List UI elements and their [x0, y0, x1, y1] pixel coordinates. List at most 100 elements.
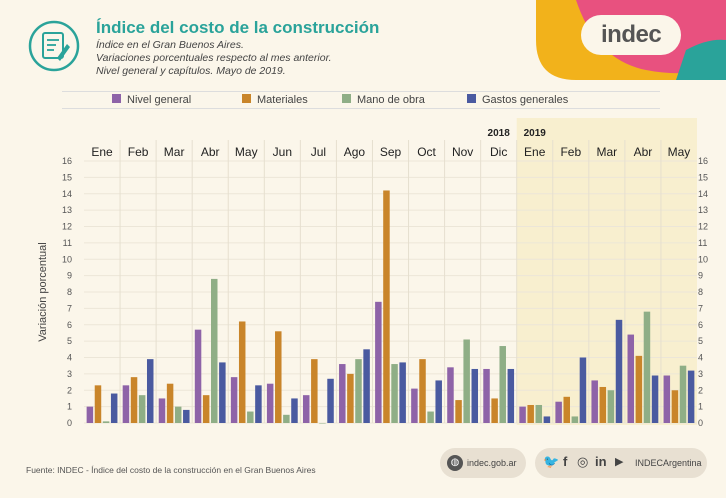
bar: [563, 396, 570, 423]
y-tick-label: 14: [62, 189, 72, 199]
x-tick-label: May: [668, 145, 691, 159]
social-handle[interactable]: INDECArgentina: [635, 458, 702, 468]
x-tick-label: Jun: [273, 145, 292, 159]
bar: [687, 370, 695, 423]
x-tick-label: May: [235, 145, 258, 159]
x-tick-label: Jul: [311, 145, 326, 159]
bar: [291, 398, 298, 423]
bar: [230, 377, 238, 423]
bar: [86, 406, 94, 423]
bar: [535, 404, 543, 423]
bar: [599, 386, 607, 423]
x-tick-label: Abr: [634, 145, 653, 159]
facebook-icon[interactable]: f: [563, 454, 568, 469]
bar: [427, 411, 434, 423]
x-tick-label: Feb: [128, 145, 149, 159]
bar: [355, 359, 362, 423]
y-tick-label-right: 1: [698, 402, 703, 412]
bar: [238, 321, 246, 423]
year-label: 2019: [524, 128, 547, 139]
legend-item: Materiales: [242, 94, 308, 106]
y-tick-label: 11: [63, 238, 72, 248]
y-tick-label-right: 3: [698, 369, 703, 379]
bar: [158, 398, 166, 423]
bar: [419, 359, 426, 423]
bar: [483, 368, 490, 423]
y-tick-label: 8: [67, 287, 72, 297]
x-tick-label: Mar: [164, 145, 185, 159]
bar: [635, 355, 643, 423]
chart-legend: Nivel general Materiales Mano de obra Gasto…: [62, 91, 660, 109]
brand-logo-art: [536, 0, 726, 80]
legend-swatch: [242, 94, 251, 103]
y-tick-label-right: 10: [698, 254, 708, 264]
x-tick-label: Sep: [380, 145, 402, 159]
y-tick-label-right: 13: [698, 205, 708, 215]
bar: [507, 368, 515, 423]
legend-label: Nivel general: [127, 94, 192, 106]
bar: [679, 365, 687, 423]
bar: [447, 367, 454, 423]
brand-logo-text: indec: [601, 21, 662, 48]
y-tick-label: 7: [67, 303, 72, 313]
bar: [166, 383, 174, 423]
y-tick-label: 2: [67, 385, 72, 395]
bar: [202, 395, 210, 423]
y-tick-label-right: 6: [698, 320, 703, 330]
bar: [363, 349, 370, 423]
bar: [319, 423, 326, 424]
bar: [471, 368, 479, 423]
y-tick-label-right: 14: [698, 189, 708, 199]
bar: [579, 357, 587, 423]
bar: [491, 398, 498, 423]
y-tick-label-right: 11: [698, 238, 707, 248]
y-tick-label-right: 15: [698, 172, 708, 182]
x-tick-label: Abr: [201, 145, 220, 159]
x-tick-label: Dic: [490, 145, 507, 159]
y-tick-label: 9: [67, 271, 72, 281]
website-link[interactable]: indec.gob.ar: [467, 458, 517, 468]
bar: [455, 400, 462, 423]
subtitle-line-3: Nivel general y capítulos. Mayo de 2019.: [96, 65, 286, 77]
y-tick-label-right: 8: [698, 287, 703, 297]
website-pill[interactable]: ◍ indec.gob.ar: [440, 448, 526, 478]
legend-label: Mano de obra: [357, 94, 425, 106]
y-tick-label-right: 4: [698, 353, 703, 363]
legend-swatch: [342, 94, 351, 103]
linkedin-icon[interactable]: in: [595, 454, 607, 469]
y-tick-label-right: 12: [698, 222, 708, 232]
bar: [399, 362, 406, 423]
bar: [555, 401, 562, 423]
bar: [499, 346, 506, 423]
y-tick-label: 0: [67, 418, 72, 428]
bar: [663, 375, 671, 423]
bar: [219, 362, 226, 423]
globe-icon: ◍: [447, 455, 463, 471]
youtube-icon[interactable]: ▶: [615, 456, 624, 468]
bar: [211, 278, 218, 423]
instagram-icon[interactable]: ◎: [577, 454, 589, 469]
legend-item: Gastos generales: [467, 94, 568, 106]
y-tick-label-right: 16: [698, 156, 708, 166]
bar: [138, 395, 146, 423]
bar: [519, 406, 526, 423]
bar: [591, 380, 598, 423]
bar: [671, 390, 679, 423]
bar: [247, 411, 254, 423]
y-tick-label-right: 9: [698, 271, 703, 281]
bar: [391, 364, 398, 423]
twitter-icon[interactable]: 🐦: [543, 454, 560, 469]
bar: [463, 339, 470, 423]
bar: [110, 393, 118, 423]
bar: [183, 409, 190, 423]
bar: [311, 359, 318, 423]
y-tick-label: 3: [67, 369, 72, 379]
x-tick-label: Ene: [524, 145, 546, 159]
y-tick-label: 5: [67, 336, 72, 346]
x-tick-label: Mar: [597, 145, 618, 159]
year-label: 2018: [488, 128, 511, 139]
calculator-pencil-icon: [28, 20, 80, 72]
bar: [130, 377, 138, 423]
legend-swatch: [112, 94, 121, 103]
bar: [651, 375, 659, 423]
